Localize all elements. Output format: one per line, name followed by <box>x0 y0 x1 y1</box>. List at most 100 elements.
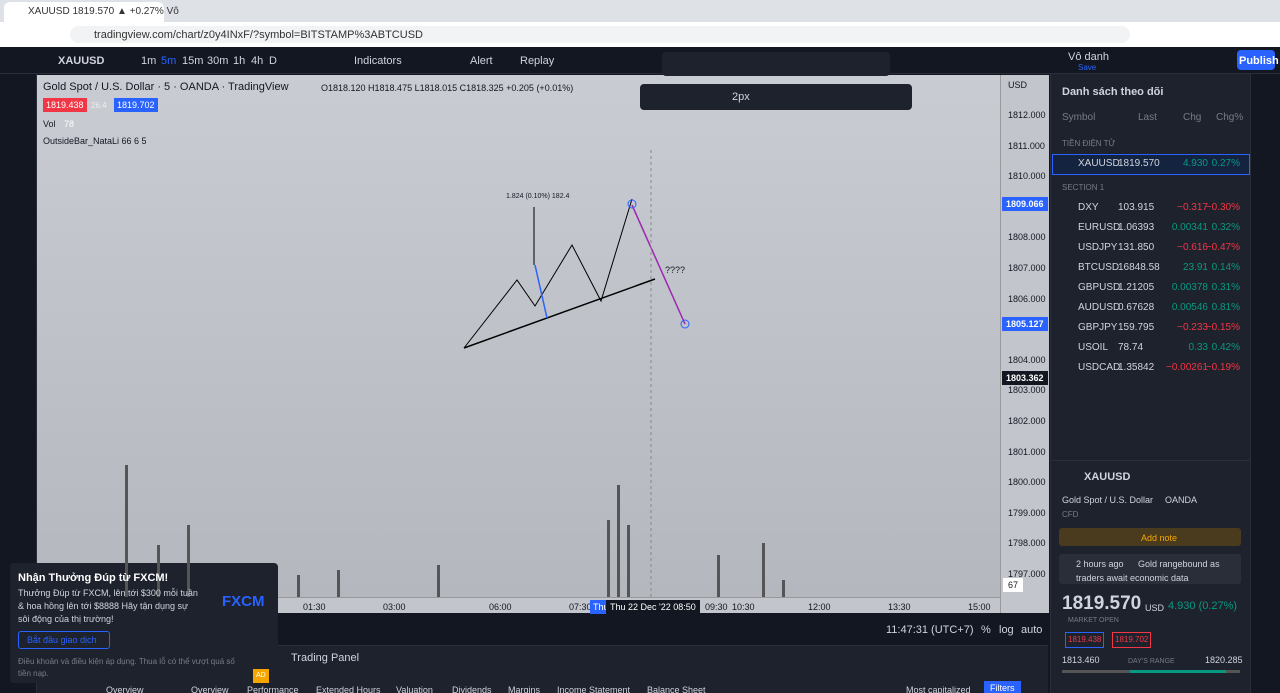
pattern <box>463 198 656 349</box>
popup-footer: Điều khoản và điều kiện áp dụng. Thua lỗ… <box>18 657 235 678</box>
tab[interactable]: Valuation <box>396 685 433 693</box>
row-chg-pct: 0.32% <box>1211 222 1240 233</box>
ohlc: O1818.120 H1818.475 L1818.015 C1818.325 … <box>321 83 574 93</box>
favorites-toolbar <box>662 52 890 76</box>
row-symbol[interactable]: USOIL <box>1078 342 1109 353</box>
top-toolbar <box>0 47 1280 74</box>
row-chg-pct: 0.31% <box>1211 282 1240 293</box>
row-symbol[interactable]: DXY <box>1078 202 1099 213</box>
tab[interactable]: Dividends <box>452 685 492 693</box>
scale-option[interactable]: log <box>999 624 1014 636</box>
row-chg-pct: 0.14% <box>1211 262 1240 273</box>
blue-leg <box>534 264 548 319</box>
price-label: 1812.000 <box>1008 110 1046 120</box>
publish-button[interactable] <box>1237 50 1275 70</box>
detail-name: Gold Spot / U.S. Dollar <box>1062 495 1154 505</box>
row-chg: 0.33 <box>1188 342 1208 353</box>
spread: 26.4 <box>91 101 107 110</box>
time-label: 07:30 <box>569 602 592 612</box>
row-last: 78.74 <box>1118 342 1144 353</box>
row-chg-pct: −0.30% <box>1205 202 1240 213</box>
row-symbol[interactable]: EURUSD <box>1078 222 1121 233</box>
indicators-button[interactable]: Indicators <box>354 55 402 67</box>
tab[interactable]: Income Statement <box>557 685 631 693</box>
tab[interactable]: Performance <box>247 685 299 693</box>
detail-exchange: OANDA <box>1165 495 1198 505</box>
row-symbol[interactable]: GBPJPY <box>1078 322 1118 333</box>
range-fill <box>1130 670 1226 673</box>
symbol[interactable]: XAUUSD <box>58 55 105 67</box>
vol-value: 78 <box>64 119 75 129</box>
selected-row[interactable] <box>1052 154 1250 175</box>
row-chg: 0.00341 <box>1171 222 1208 233</box>
interval[interactable]: 30m <box>207 55 229 67</box>
time-label: 03:00 <box>383 602 406 612</box>
popup-button-text[interactable]: Bắt đầu giao dịch <box>27 635 97 645</box>
interval[interactable]: 4h <box>251 55 264 67</box>
price-label: 1800.000 <box>1008 477 1046 488</box>
row-chg: 0.00546 <box>1171 302 1208 313</box>
detail-type: CFD <box>1062 510 1079 519</box>
tab[interactable]: Balance Sheet <box>647 685 706 693</box>
scale-option[interactable]: % <box>981 624 991 636</box>
tab[interactable] <box>4 2 164 22</box>
popup-button[interactable] <box>18 631 110 649</box>
row-symbol[interactable]: AUDUSD <box>1078 302 1121 313</box>
price-highlight: 1805.127 <box>1002 317 1048 331</box>
line-width[interactable]: 2px <box>732 91 750 103</box>
tab[interactable]: Extended Hours <box>316 685 381 693</box>
news-headline: Gold rangebound as traders await economi… <box>1076 559 1220 583</box>
url-field[interactable] <box>70 26 1130 43</box>
alert-button[interactable]: Alert <box>470 55 493 67</box>
row-last: 16848.58 <box>1118 262 1160 273</box>
price-label: 1810.000 <box>1008 171 1046 182</box>
price-label: 1811.000 <box>1008 140 1045 151</box>
bid: 1819.438 <box>43 98 87 112</box>
price-highlight: 1803.362 <box>1002 371 1048 385</box>
row-last: 1.21205 <box>1118 282 1155 293</box>
ad-badge: AD <box>253 669 269 683</box>
annotation: 1.824 (0.10%) 182.4 <box>506 193 570 200</box>
tab[interactable]: Margins <box>508 685 541 693</box>
row-symbol[interactable]: GBPUSD <box>1078 282 1121 293</box>
handle[interactable] <box>627 199 637 209</box>
drawing-toolbar <box>640 84 912 110</box>
interval[interactable]: D <box>269 55 277 67</box>
sort[interactable]: Most capitalized <box>906 685 971 693</box>
right-icon-bar <box>1250 74 1280 693</box>
currency: USD <box>1008 80 1028 90</box>
row-chg-pct: 0.81% <box>1211 302 1240 313</box>
time-label: 10:30 <box>732 602 755 612</box>
price-highlight: 1809.066 <box>1002 197 1048 211</box>
account[interactable]: Vô danh <box>1068 51 1109 63</box>
annotation: ???? <box>665 265 686 275</box>
interval[interactable]: 5m <box>161 55 177 67</box>
cursor-time: Thu 22 Dec '22 08:50 <box>606 600 700 614</box>
scale-option[interactable]: auto <box>1021 624 1043 636</box>
price-label: 1802.000 <box>1008 416 1046 426</box>
tab[interactable]: Overview <box>191 685 229 693</box>
url[interactable]: tradingview.com/chart/z0y4INxF/?symbol=B… <box>94 29 423 41</box>
news-card[interactable] <box>1059 554 1241 584</box>
add-note-button[interactable] <box>1059 528 1241 546</box>
filters[interactable]: Filters <box>984 681 1021 693</box>
section: TIỀN ĐIỆN TỬ <box>1062 139 1116 148</box>
interval[interactable]: 1m <box>141 55 157 67</box>
row-symbol[interactable]: BTCUSD <box>1078 262 1120 273</box>
publish[interactable]: Publish <box>1239 55 1279 67</box>
volume-label: 67 <box>1003 578 1024 592</box>
tab[interactable]: Overview <box>106 685 144 693</box>
row-symbol[interactable]: USDJPY <box>1078 242 1118 253</box>
range-low: 1813.460 <box>1062 655 1100 665</box>
interval[interactable]: 15m <box>182 55 204 67</box>
row-symbol[interactable]: XAUUSD <box>1078 158 1120 169</box>
handle[interactable] <box>680 319 690 329</box>
row-chg-pct: −0.47% <box>1205 242 1240 253</box>
zigzag <box>463 198 633 349</box>
add-note[interactable]: Add note <box>1141 533 1178 543</box>
tab-title: XAUUSD 1819.570 ▲ +0.27% Vô <box>28 6 179 17</box>
time-label: 13:30 <box>888 602 911 612</box>
row-symbol[interactable]: USDCAD <box>1078 362 1121 373</box>
interval[interactable]: 1h <box>233 55 246 67</box>
replay-button[interactable]: Replay <box>520 55 555 67</box>
